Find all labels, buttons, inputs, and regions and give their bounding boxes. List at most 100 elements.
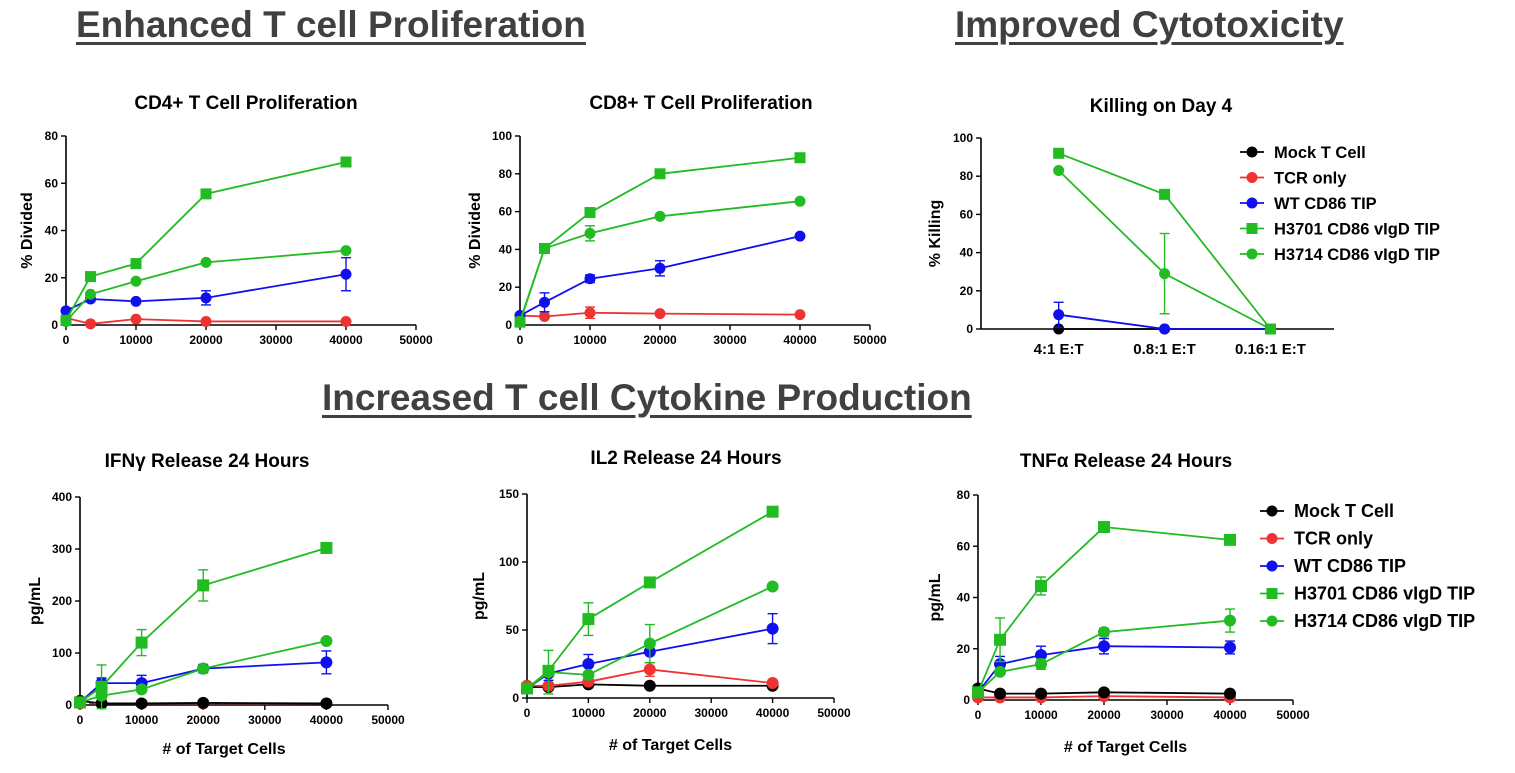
data-point-h3701: [766, 505, 779, 518]
x-tick-label: 20000: [633, 706, 667, 720]
y-tick-label: 20: [45, 271, 59, 285]
y-axis-label: % Killing: [927, 200, 944, 268]
y-tick-label: 400: [52, 490, 72, 504]
chart-title: CD8+ T Cell Proliferation: [589, 93, 812, 114]
legend-marker: [1246, 223, 1258, 234]
x-tick-label: 20000: [643, 333, 677, 347]
data-point-h3701: [584, 207, 596, 219]
x-tick-label: 20000: [189, 333, 223, 347]
data-point-tcr: [584, 307, 596, 319]
legend-marker: [1246, 172, 1258, 183]
x-tick-label: 30000: [713, 333, 747, 347]
x-tick-label: 0: [63, 333, 70, 347]
legend-label: TCR only: [1294, 529, 1373, 549]
data-point-mock: [1053, 323, 1065, 335]
y-tick-label: 80: [960, 169, 974, 183]
series-h3714: [60, 245, 352, 327]
legend-item-h3714: H3714 CD86 vIgD TIP: [1260, 611, 1475, 631]
data-point-h3701: [320, 541, 333, 554]
legend-item-tcr: TCR only: [1240, 170, 1347, 188]
data-point-h3714: [340, 245, 352, 257]
data-point-h3714: [135, 683, 148, 696]
data-point-h3701: [74, 696, 86, 709]
data-point-wt: [1053, 309, 1065, 321]
data-point-wt: [1159, 323, 1171, 335]
series-h3701: [514, 152, 806, 328]
y-tick-label: 50: [506, 623, 520, 637]
y-tick-label: 40: [499, 242, 513, 256]
data-point-h3701: [1035, 579, 1047, 592]
y-tick-label: 60: [960, 207, 974, 221]
legend-label: TCR only: [1274, 170, 1347, 188]
series-line-h3701: [519, 156, 801, 323]
data-point-tcr: [654, 308, 666, 320]
y-tick-label: 0: [505, 318, 512, 332]
data-point-h3701: [542, 664, 555, 677]
data-point-wt: [1035, 649, 1047, 662]
x-axis-label: # of Target Cells: [609, 737, 732, 754]
y-tick-label: 300: [52, 542, 72, 556]
y-tick-label: 0: [51, 318, 58, 332]
y-axis-label: pg/mL: [927, 573, 944, 621]
legend-item-h3701: H3701 CD86 vIgD TIP: [1240, 221, 1440, 239]
x-tick-label: 10000: [125, 713, 159, 727]
x-tick-label: 50000: [1276, 708, 1310, 722]
y-tick-label: 100: [52, 646, 72, 660]
x-category-label: 0.16:1 E:T: [1235, 341, 1306, 358]
y-tick-label: 60: [957, 539, 971, 553]
x-tick-label: 50000: [853, 333, 887, 347]
y-tick-label: 20: [499, 280, 513, 294]
y-tick-label: 40: [960, 246, 974, 260]
legend-marker: [1246, 146, 1258, 158]
data-point-h3714: [994, 665, 1007, 678]
data-point-mock: [643, 679, 656, 692]
series-h3701: [972, 521, 1236, 699]
tnfa-release-chart: TNFα Release 24 Hours 0 20 40 60 80 0 10000 2000…: [927, 451, 1475, 756]
data-point-wt: [1224, 641, 1236, 654]
data-point-tcr: [200, 315, 212, 327]
il2-release-chart: IL2 Release 24 Hours 0 50 100 150 0 10000 20000…: [471, 448, 851, 754]
data-point-tcr: [539, 310, 550, 322]
data-point-h3714: [1053, 164, 1065, 176]
data-point-wt: [654, 262, 666, 274]
data-point-h3714: [1035, 658, 1047, 671]
chart-title: IL2 Release 24 Hours: [590, 448, 781, 469]
data-point-h3701: [1159, 188, 1171, 200]
legend-label: H3701 CD86 vIgD TIP: [1294, 584, 1475, 604]
legend-label: H3701 CD86 vIgD TIP: [1274, 221, 1440, 239]
data-point-mock: [1224, 687, 1236, 700]
y-tick-label: 0: [966, 322, 973, 336]
data-point-tcr: [130, 313, 142, 325]
series-line-h3701: [977, 526, 1231, 693]
x-axis-label: # of Target Cells: [1064, 739, 1187, 756]
series-h3701: [74, 541, 333, 710]
data-point-h3714: [584, 227, 596, 239]
y-tick-label: 200: [52, 594, 72, 608]
legend-item-wt: WT CD86 TIP: [1240, 195, 1377, 213]
series-h3701: [521, 505, 779, 695]
chart-title: TNFα Release 24 Hours: [1020, 451, 1232, 472]
ifng-release-chart: IFNγ Release 24 Hours 0 100 200 300 400 0 10000…: [27, 451, 405, 758]
x-tick-label: 30000: [259, 333, 293, 347]
data-point-tcr: [766, 677, 779, 690]
y-tick-label: 80: [957, 488, 971, 502]
chart-title: IFNγ Release 24 Hours: [105, 451, 310, 472]
x-tick-label: 0: [517, 333, 524, 347]
legend-label: WT CD86 TIP: [1274, 195, 1377, 213]
y-axis-label: % Divided: [467, 192, 484, 268]
x-tick-label: 30000: [1150, 708, 1184, 722]
legend-item-mock: Mock T Cell: [1260, 501, 1394, 521]
data-point-tcr: [643, 663, 656, 676]
y-tick-label: 80: [45, 129, 59, 143]
y-tick-label: 0: [963, 693, 970, 707]
legend-marker: [1266, 615, 1278, 627]
y-tick-label: 20: [960, 284, 974, 298]
y-axis-label: pg/mL: [27, 577, 44, 625]
data-point-wt: [1098, 640, 1110, 653]
data-point-wt: [130, 295, 142, 307]
data-point-wt: [340, 268, 352, 280]
x-tick-label: 10000: [573, 333, 607, 347]
proliferation-section-title: Enhanced T cell Proliferation: [76, 4, 586, 45]
legend: Mock T Cell TCR only WT CD86 TIP H3701 CD86…: [1260, 501, 1475, 631]
x-tick-label: 10000: [572, 706, 606, 720]
